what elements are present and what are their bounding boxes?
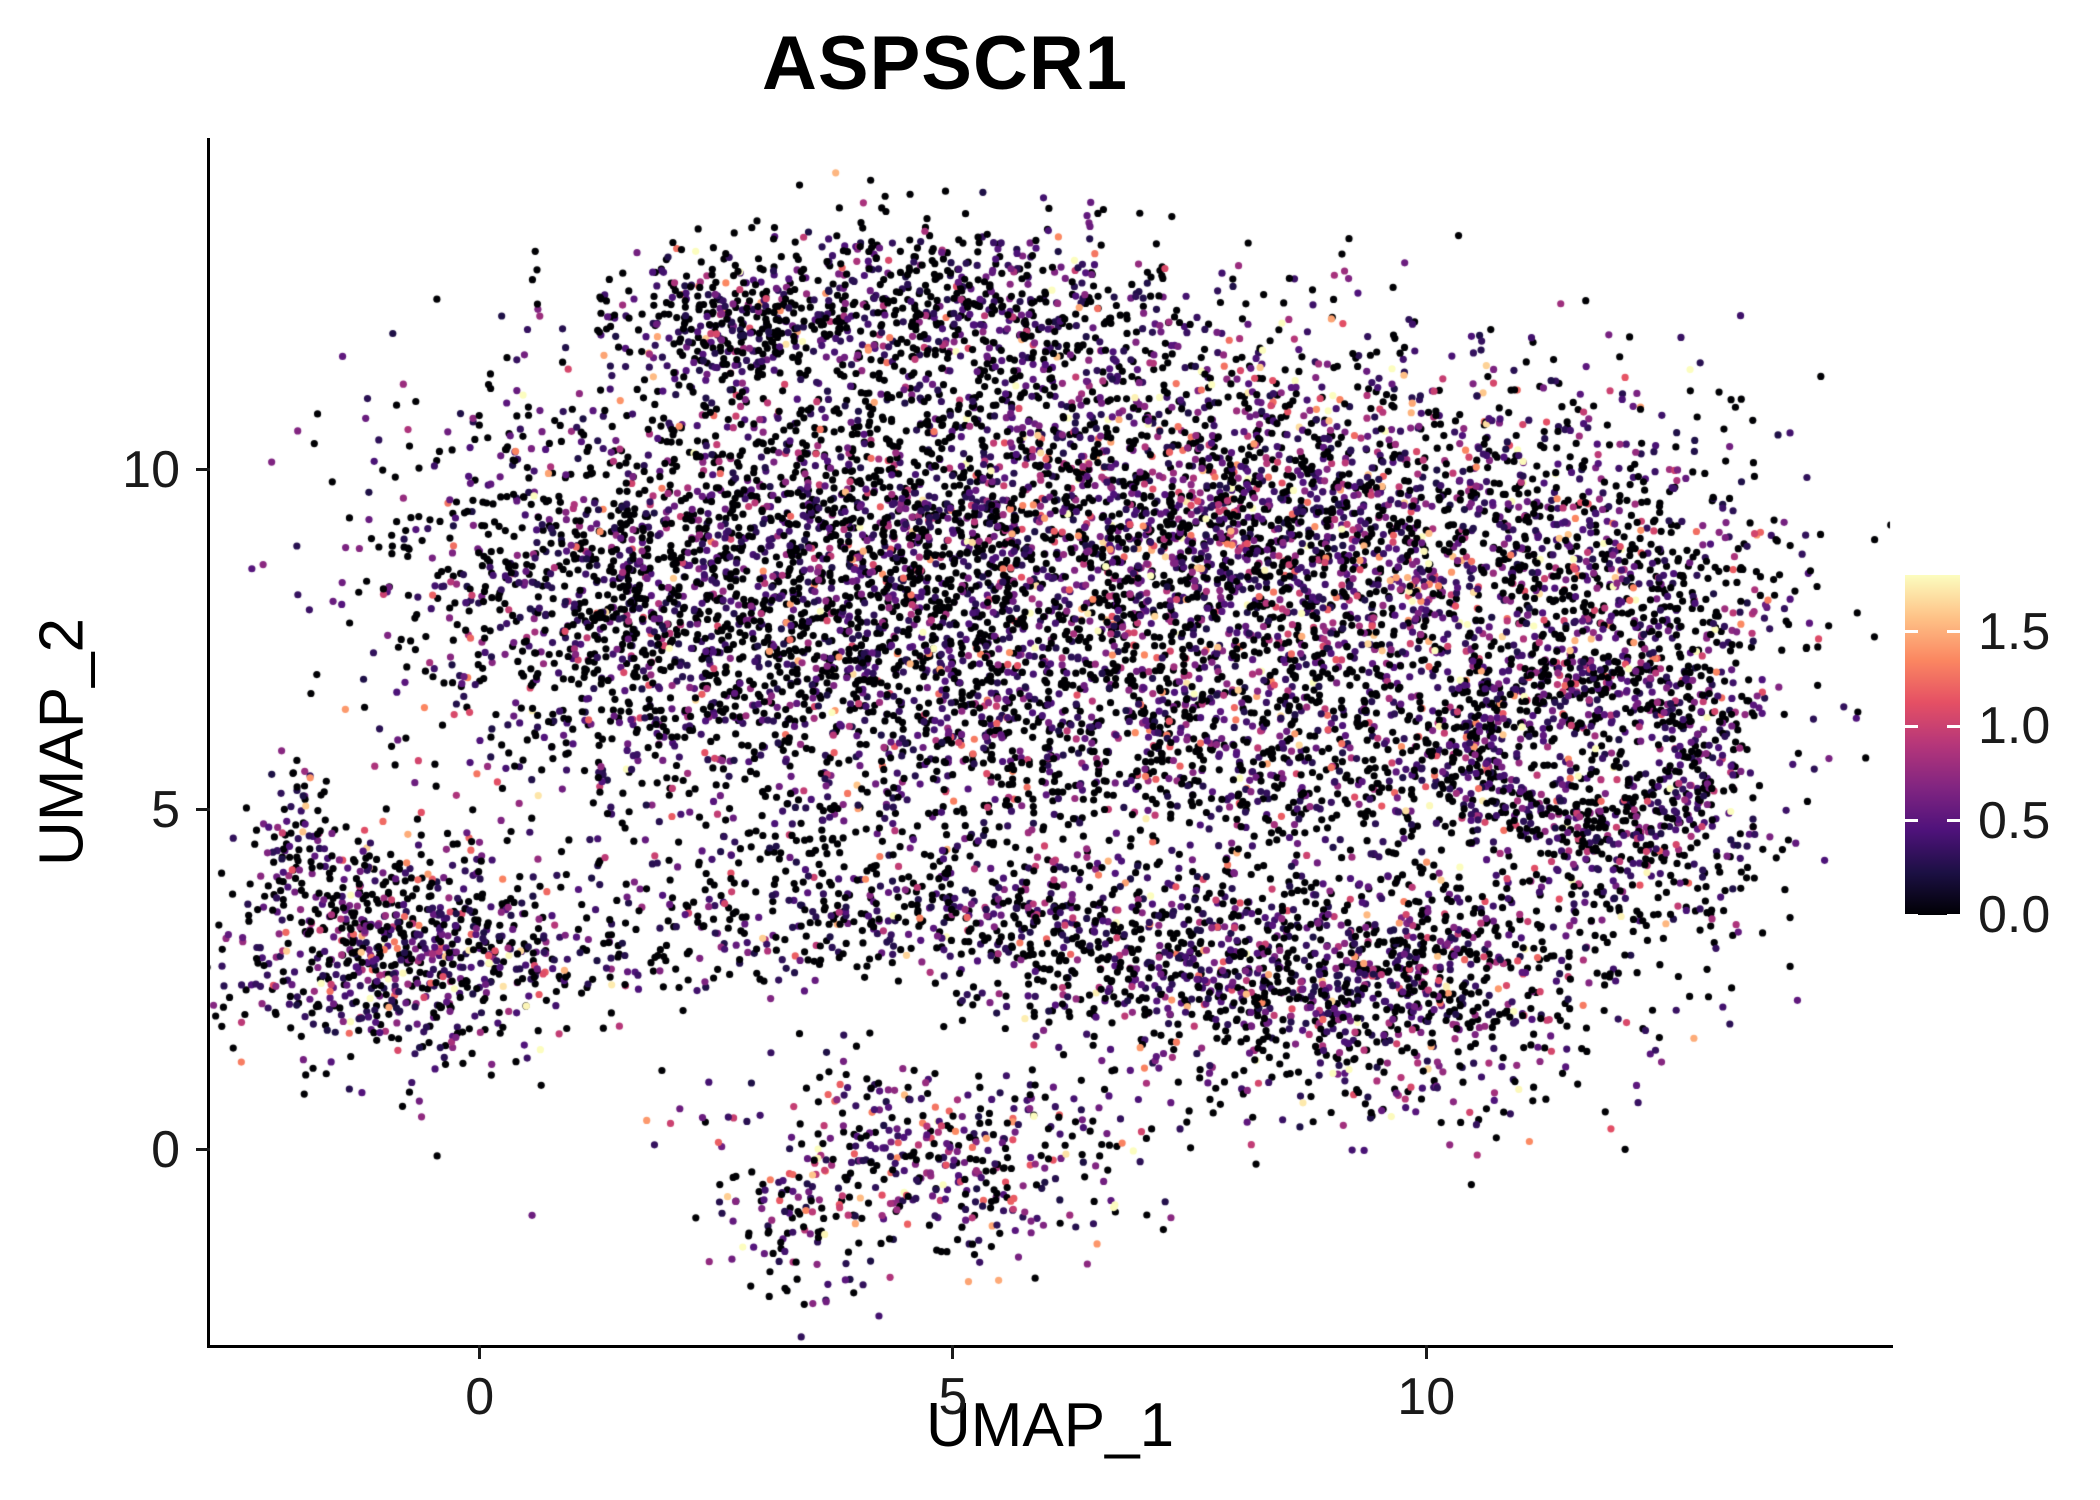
colorbar-tick [1947, 819, 1960, 823]
y-axis-line [207, 138, 210, 1348]
colorbar-tick-label: 0.0 [1978, 886, 2051, 944]
plot-title: ASPSCR1 [762, 21, 1128, 106]
colorbar-tick [1905, 913, 1918, 917]
x-axis-title: UMAP_1 [925, 1391, 1175, 1460]
colorbar-tick [1947, 913, 1960, 917]
colorbar-tick [1905, 630, 1918, 634]
colorbar-tick [1905, 819, 1918, 823]
y-tick-label: 5 [151, 780, 180, 839]
y-tick-mark [196, 808, 210, 812]
x-tick-mark [951, 1345, 955, 1359]
x-tick-mark [1424, 1345, 1428, 1359]
y-tick-mark [196, 468, 210, 472]
colorbar-tick-label: 1.5 [1978, 602, 2051, 661]
colorbar-gradient [1905, 575, 1960, 915]
colorbar-tick [1947, 724, 1960, 728]
x-tick-label: 0 [465, 1368, 495, 1426]
y-tick-label: 10 [122, 440, 180, 499]
colorbar-tick [1905, 724, 1918, 728]
colorbar-tick-label: 0.5 [1978, 791, 2051, 850]
x-tick-mark [478, 1345, 482, 1359]
colorbar-tick-label: 1.0 [1978, 697, 2051, 756]
x-tick-label: 10 [1397, 1368, 1456, 1426]
x-axis-line [207, 1345, 1893, 1348]
y-tick-label: 0 [151, 1120, 180, 1179]
y-tick-mark [196, 1148, 210, 1152]
x-tick-label: 5 [938, 1368, 968, 1426]
colorbar-tick [1947, 630, 1960, 634]
